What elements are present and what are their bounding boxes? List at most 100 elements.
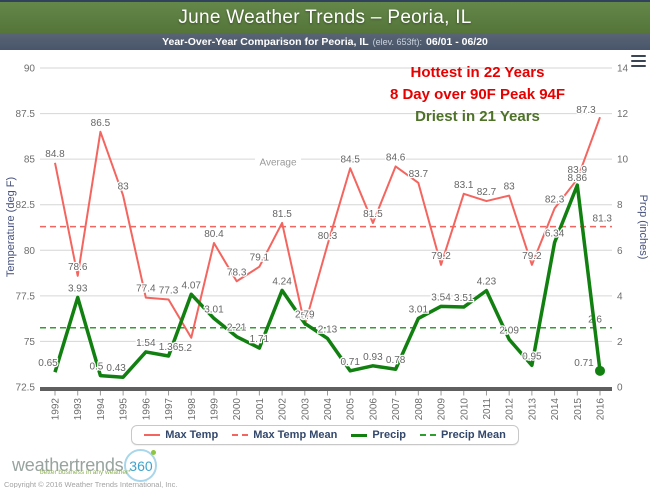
legend-label: Max Temp Mean (253, 429, 338, 441)
max-temp-series (54, 116, 601, 339)
year-label: 1999 (209, 398, 220, 421)
year-label: 1994 (96, 398, 107, 421)
year-label: 2014 (550, 398, 561, 421)
precip-label: 0.93 (363, 352, 383, 363)
precip-label: 6.34 (545, 229, 565, 240)
max-temp-label: 75.2 (173, 343, 193, 354)
subtitle-bar: Year-Over-Year Comparison for Peoria, IL… (0, 33, 650, 50)
year-label: 2009 (437, 398, 448, 421)
precip-label: 4.23 (477, 277, 497, 288)
max-temp-label: 84.5 (340, 154, 360, 165)
max-temp-label: 84.8 (45, 149, 65, 160)
legend-item-max-temp[interactable]: Max Temp (144, 429, 218, 441)
year-label: 1995 (119, 398, 130, 421)
max-temp-label: 80.4 (204, 229, 224, 240)
year-label: 2000 (232, 398, 243, 421)
logo-tagline: better business in any weather* (40, 469, 131, 476)
left-axis-tick: 85 (24, 155, 36, 166)
data-labels: 84.8 78.6 86.5 83 77.4 77.3 75.2 80.4 78.379.1 81… (37, 104, 597, 375)
right-axis-tick: 0 (617, 383, 623, 394)
precip-label: 0.71 (574, 358, 594, 369)
max-temp-label: 80.3 (318, 231, 338, 242)
precip-label: 3.93 (68, 283, 88, 294)
legend-item-precip-mean[interactable]: Precip Mean (419, 429, 506, 441)
max-temp-label: 77.3 (159, 286, 179, 297)
precip-label: 0.5 (89, 362, 103, 373)
max-temp-label: 86.5 (91, 118, 111, 129)
precip-label: 0.78 (386, 355, 406, 366)
left-axis-title: Temperature (deg F) (5, 177, 17, 277)
year-label: 2002 (278, 398, 289, 421)
left-axis-tick: 82.5 (16, 200, 36, 211)
precip-label: 2.79 (295, 309, 315, 320)
max-temp-label: 83.9 (568, 165, 588, 176)
year-label: 2011 (482, 398, 493, 420)
max-temp-label: 81.5 (272, 209, 292, 220)
precip-label: 2.21 (227, 323, 247, 334)
menu-bar (631, 65, 646, 67)
max-temp-label: 83.1 (454, 180, 474, 191)
year-label: 2015 (573, 398, 584, 421)
year-label: 1992 (51, 398, 62, 421)
max-temp-label: 83.7 (409, 169, 429, 180)
precip-label: 4.24 (272, 276, 292, 287)
max-temp-line-swatch (144, 434, 161, 436)
max-temp-label: 82.3 (545, 194, 565, 205)
precip-label: 3.01 (204, 304, 224, 315)
legend-item-max-temp-mean[interactable]: Max Temp Mean (232, 429, 337, 441)
chart-menu-icon[interactable] (631, 55, 646, 67)
precip-label: 0.71 (340, 357, 360, 368)
left-axis-tick: 72.5 (16, 383, 36, 394)
precip-last-point-marker (595, 365, 605, 376)
menu-bar (631, 60, 646, 62)
precip-label: 1.54 (136, 338, 156, 349)
max-temp-label: 81.5 (363, 209, 383, 220)
year-label: 2005 (346, 398, 357, 421)
left-axis-tick: 80 (24, 246, 36, 257)
legend-item-precip[interactable]: Precip (351, 429, 406, 441)
x-axis-line (40, 387, 612, 391)
precip-label: 0.43 (106, 363, 126, 374)
max-temp-mean-line-swatch (232, 434, 249, 436)
max-temp-label: 83 (504, 182, 516, 193)
subtitle-main: Year-Over-Year Comparison for Peoria, IL (162, 35, 369, 48)
max-temp-label: 79.2 (522, 251, 542, 262)
max-temp-label: 78.3 (227, 267, 247, 278)
year-label: 1996 (141, 398, 152, 421)
max-temp-label: 79.1 (250, 253, 270, 264)
right-axis-tick: 8 (617, 200, 623, 211)
max-temp-label: 82.7 (477, 187, 497, 198)
left-axis-tick: 75 (24, 337, 36, 348)
title-bar: June Weather Trends – Peoria, IL (0, 0, 650, 33)
precip-label: 2.13 (318, 324, 338, 335)
year-label: 1997 (164, 398, 175, 421)
precip-label: 3.51 (454, 293, 474, 304)
right-axis-tick: 6 (617, 246, 623, 257)
copyright-text: Copyright © 2016 Weather Trends Internat… (4, 480, 178, 488)
year-label: 2006 (368, 398, 379, 421)
max-temp-label: 79.2 (431, 251, 451, 262)
subtitle-elevation: (elev. 653ft): (372, 36, 423, 47)
chart-area: 72.5 0 75 2 77.5 4 80 6 82.5 8 85 10 87.5 12 90 14 Avera… (0, 50, 650, 425)
precip-mean-line-swatch (419, 434, 436, 436)
average-band-label: Average (259, 158, 297, 169)
year-label: 2013 (527, 398, 538, 421)
precip-label: 3.01 (409, 304, 429, 315)
precip-label: 0.95 (522, 351, 542, 362)
subtitle-daterange: 06/01 - 06/20 (426, 35, 488, 48)
year-label: 2010 (459, 398, 470, 421)
precip-label: 0.65 (38, 358, 58, 369)
max-temp-label: 75.9 (295, 311, 315, 322)
precip-series (53, 183, 602, 379)
logo-wordmark: weathertrends (12, 455, 124, 475)
weathertrends360-logo: weathertrends 360 (12, 449, 158, 482)
left-axis-tick: 90 (24, 64, 36, 75)
year-label: 1998 (187, 398, 198, 421)
right-axis-title: Prcp (inches) (637, 195, 649, 260)
precip-line-swatch (351, 433, 368, 437)
legend-row: Max Temp Max Temp Mean Precip Precip Mea… (0, 425, 650, 449)
year-label: 1993 (73, 398, 84, 421)
max-temp-label: 78.6 (68, 262, 88, 273)
max-temp-label: 84.6 (386, 152, 406, 163)
